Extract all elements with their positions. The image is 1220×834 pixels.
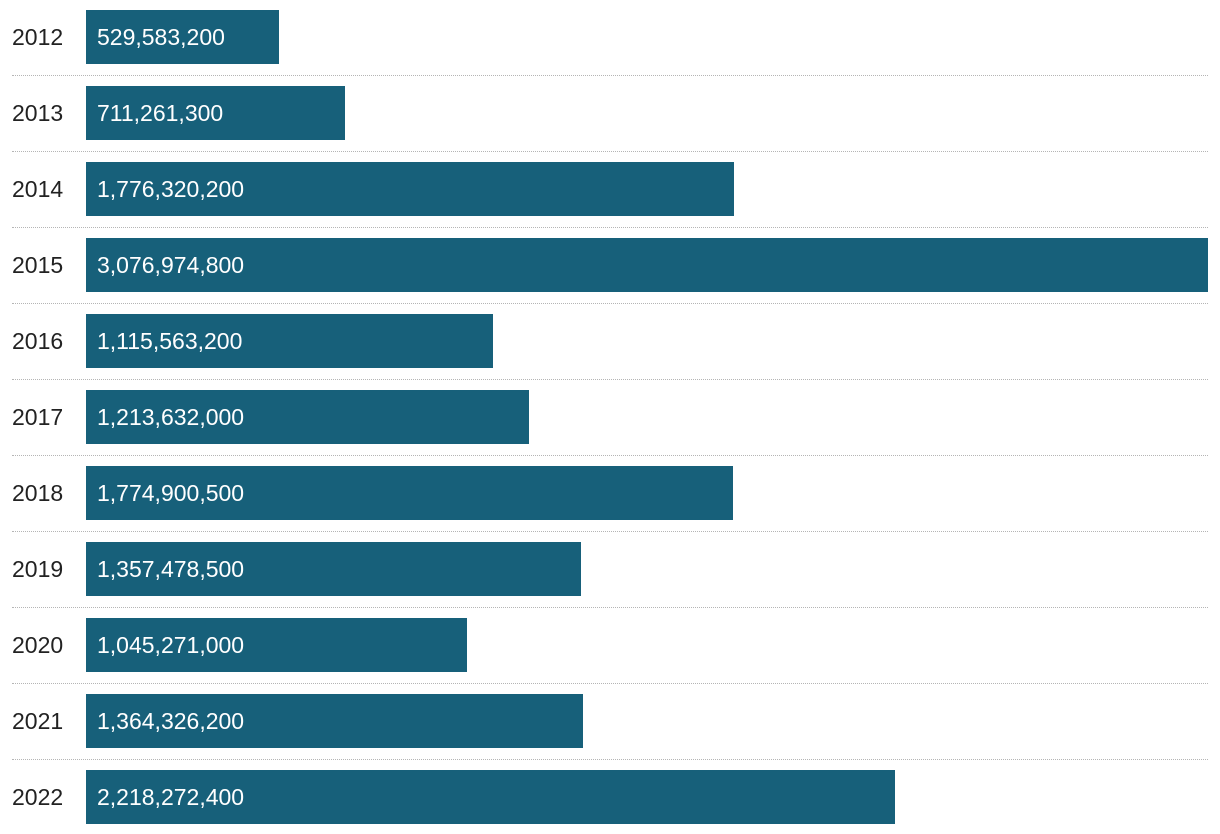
- bar: [86, 390, 529, 444]
- bar: [86, 10, 279, 64]
- bar: [86, 86, 345, 140]
- row-divider: [12, 683, 1208, 684]
- row-divider: [12, 607, 1208, 608]
- bar: [86, 162, 734, 216]
- row-divider: [12, 227, 1208, 228]
- category-label: 2019: [12, 556, 64, 582]
- bar: [86, 542, 581, 596]
- row-divider: [12, 759, 1208, 760]
- bar: [86, 314, 493, 368]
- row-divider: [12, 379, 1208, 380]
- row-divider: [12, 303, 1208, 304]
- category-label: 2015: [12, 252, 64, 278]
- bar-value-label: 1,115,563,200: [97, 328, 243, 354]
- category-label: 2013: [12, 100, 64, 126]
- category-label: 2020: [12, 632, 64, 658]
- row-divider: [12, 455, 1208, 456]
- row-divider: [12, 75, 1208, 76]
- category-label: 2012: [12, 24, 64, 50]
- bar: [86, 618, 467, 672]
- bar-value-label: 1,774,900,500: [97, 480, 245, 506]
- category-label: 2016: [12, 328, 64, 354]
- bar-value-label: 529,583,200: [97, 24, 225, 50]
- bar-value-label: 1,045,271,000: [97, 632, 245, 658]
- row-divider: [12, 151, 1208, 152]
- bar: [86, 466, 733, 520]
- bar: [86, 694, 583, 748]
- bar: [86, 770, 895, 824]
- bar-value-label: 1,364,326,200: [97, 708, 245, 734]
- category-label: 2014: [12, 176, 64, 202]
- bar-value-label: 1,213,632,000: [97, 404, 245, 430]
- category-label: 2017: [12, 404, 64, 430]
- bar-value-label: 3,076,974,800: [97, 252, 245, 278]
- category-label: 2021: [12, 708, 64, 734]
- bar: [86, 238, 1208, 292]
- bar-value-label: 711,261,300: [97, 100, 224, 126]
- bar-value-label: 1,776,320,200: [97, 176, 245, 202]
- bar-value-label: 1,357,478,500: [97, 556, 245, 582]
- category-label: 2022: [12, 784, 64, 810]
- bar-value-label: 2,218,272,400: [97, 784, 245, 810]
- row-divider: [12, 531, 1208, 532]
- category-label: 2018: [12, 480, 64, 506]
